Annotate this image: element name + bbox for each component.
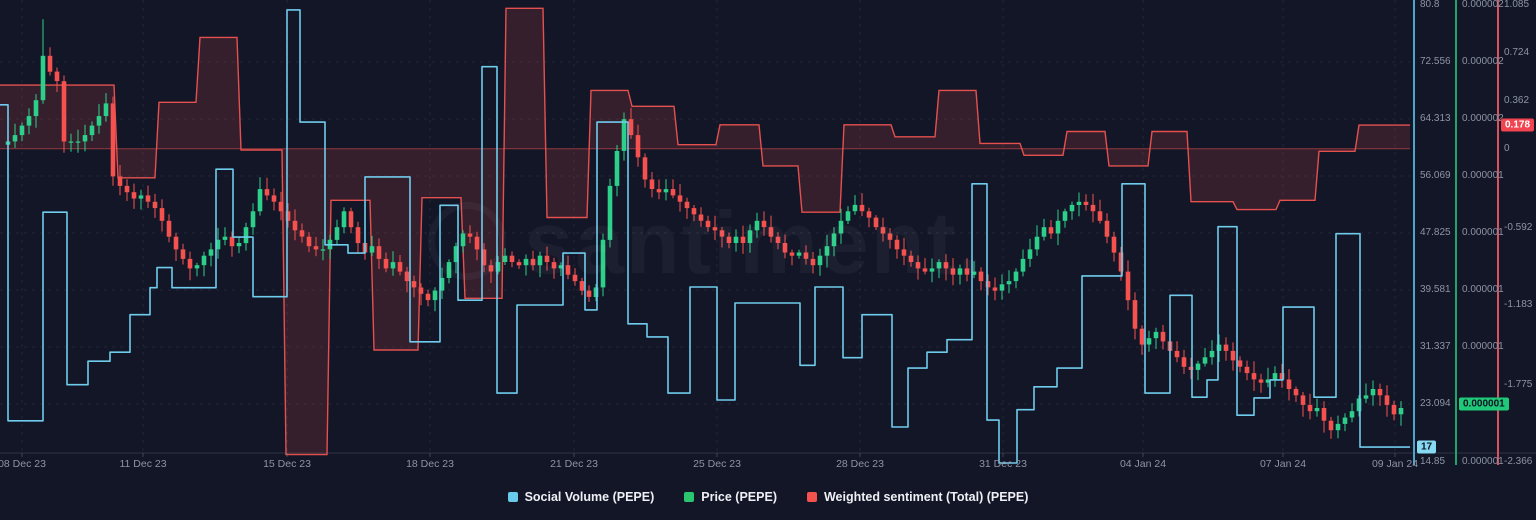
date-axis-tick: 28 Dec 23 <box>836 458 884 470</box>
date-axis-tick: 31 Dec 23 <box>979 458 1027 470</box>
santiment-watermark: santiment. <box>428 192 985 294</box>
legend-label: Social Volume (PEPE) <box>524 490 655 504</box>
weighted-sentiment-swatch-icon <box>806 492 817 502</box>
date-axis-tick: 07 Jan 24 <box>1259 458 1307 470</box>
date-axis-tick: 04 Jan 24 <box>1119 458 1167 470</box>
social-volume-axis-tick: 64.313 <box>1420 113 1451 124</box>
social-volume-axis-tick: 56.069 <box>1420 170 1451 181</box>
santiment-logo-icon <box>428 202 507 280</box>
legend-label: Weighted sentiment (Total) (PEPE) <box>823 490 1029 504</box>
social-volume-axis-tick: 80.8 <box>1420 0 1440 10</box>
date-axis-tick: 11 Dec 23 <box>119 458 167 470</box>
legend-label: Price (PEPE) <box>701 490 777 504</box>
price-last-value-badge: 0.000001 <box>1459 397 1509 411</box>
date-axis-tick: 18 Dec 23 <box>406 458 454 470</box>
date-axis-tick: 25 Dec 23 <box>693 458 741 470</box>
sentiment-axis-tick: 0.362 <box>1504 95 1530 106</box>
date-axis-tick: 08 Dec 23 <box>0 458 46 470</box>
date-axis-tick: 15 Dec 23 <box>263 458 311 470</box>
price-axis-tick: 0.000001 <box>1462 227 1504 238</box>
sentiment-axis-tick: -0.592 <box>1504 222 1533 233</box>
sentiment-axis-tick: -2.366 <box>1504 456 1533 467</box>
legend-item-weighted-sentiment[interactable]: Weighted sentiment (Total) (PEPE) <box>806 490 1029 504</box>
price-axis-tick: 0.000002 <box>1462 0 1504 10</box>
social-volume-axis-tick: 23.094 <box>1420 398 1451 409</box>
social-volume-axis-tick: 47.825 <box>1420 227 1451 238</box>
sentiment-last-value-badge: 0.178 <box>1501 118 1535 132</box>
price-axis-tick: 0.000001 <box>1462 456 1504 467</box>
legend: Social Volume (PEPE) Price (PEPE) Weight… <box>0 490 1536 504</box>
sentiment-axis-tick: -1.775 <box>1504 379 1533 390</box>
price-axis-tick: 0.000001 <box>1462 341 1504 352</box>
sentiment-axis-tick: 1.085 <box>1504 0 1530 10</box>
date-axis-tick: 09 Jan 24 <box>1371 458 1419 470</box>
social-volume-swatch-icon <box>507 492 518 502</box>
social-volume-axis-tick: 14.85 <box>1420 456 1446 467</box>
chart-canvas[interactable] <box>0 0 1536 478</box>
social-volume-axis-tick: 72.556 <box>1420 56 1451 67</box>
social-volume-axis-tick: 31.337 <box>1420 341 1451 352</box>
sentiment-axis-tick: 0 <box>1504 143 1510 154</box>
sentiment-axis-tick: 0.724 <box>1504 47 1530 58</box>
social-volume-last-value-badge: 17 <box>1417 440 1437 454</box>
price-axis-tick: 0.000002 <box>1462 56 1504 67</box>
legend-item-price[interactable]: Price (PEPE) <box>684 490 777 504</box>
sentiment-axis-tick: -1.183 <box>1504 299 1533 310</box>
price-swatch-icon <box>684 492 695 502</box>
date-axis-tick: 21 Dec 23 <box>550 458 598 470</box>
legend-item-social-volume[interactable]: Social Volume (PEPE) <box>507 490 655 504</box>
price-axis-tick: 0.000001 <box>1462 170 1504 181</box>
social-volume-axis-tick: 39.581 <box>1420 284 1451 295</box>
watermark-text: santiment. <box>524 193 985 292</box>
price-axis-tick: 0.000002 <box>1462 113 1504 124</box>
price-axis-tick: 0.000001 <box>1462 284 1504 295</box>
